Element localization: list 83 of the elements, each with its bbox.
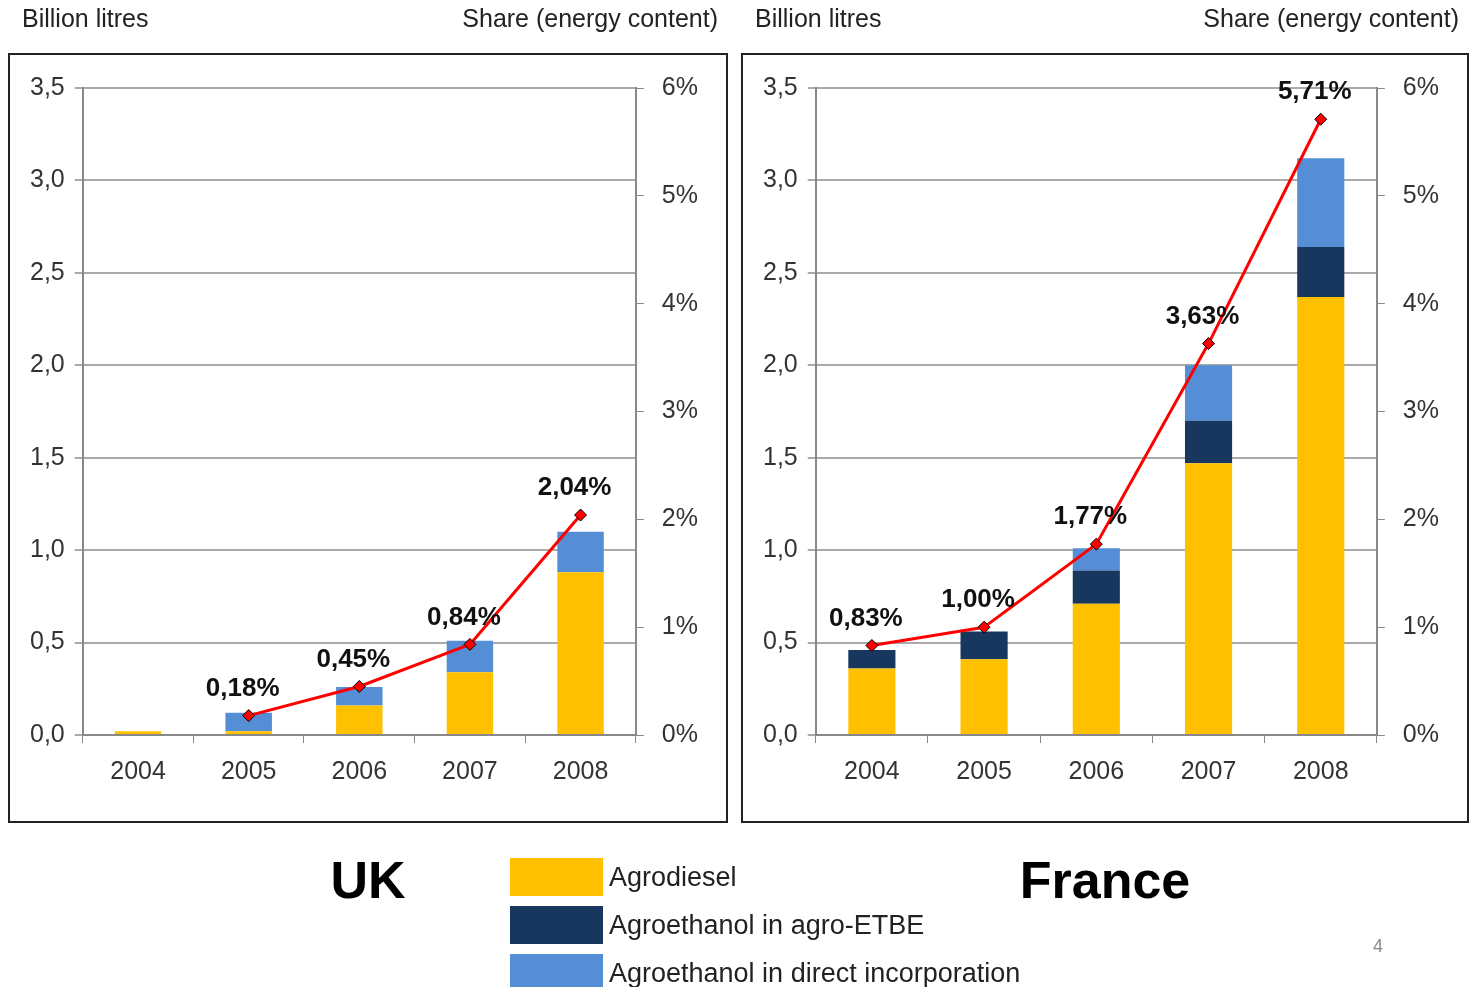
y2-tick-label: 5% — [661, 179, 699, 208]
y2-tick-label: 6% — [1402, 71, 1440, 100]
x-tick-label: 2005 — [956, 755, 1012, 784]
bar — [1184, 365, 1233, 421]
bar — [1297, 246, 1345, 297]
y2-tick-label: 6% — [661, 71, 699, 100]
y2-tick-label: 4% — [661, 287, 699, 316]
bar — [446, 672, 494, 734]
data-label: 0,45% — [316, 642, 391, 673]
bar — [848, 668, 896, 734]
point — [865, 639, 879, 652]
y2-tick-label: 3% — [1402, 395, 1440, 424]
legend-label: Agroethanol in agro-ETBE — [609, 909, 925, 941]
bar — [114, 731, 162, 734]
legend-label: Agroethanol in direct incorporation — [609, 957, 1021, 987]
y2-tick-label: 2% — [1402, 503, 1440, 532]
point — [977, 620, 991, 634]
data-label: 5,71% — [1277, 75, 1352, 106]
y-axis-title: Billion litres — [755, 4, 882, 34]
y-tick-label: 1,0 — [762, 534, 798, 563]
y2-tick-label: 0% — [661, 718, 699, 747]
y-tick-label: 2,0 — [29, 349, 65, 378]
y2-tick-label: 3% — [661, 395, 699, 424]
point — [574, 508, 588, 522]
point — [1089, 537, 1103, 551]
bar — [1297, 296, 1345, 734]
y-tick-label: 2,5 — [29, 256, 65, 285]
x-tick-label: 2008 — [552, 755, 609, 784]
bar — [225, 731, 272, 734]
x-tick-label: 2004 — [844, 755, 900, 784]
y-tick-label: 0,0 — [29, 718, 65, 747]
y-tick-label: 3,0 — [762, 164, 798, 193]
y2-tick-label: 4% — [1402, 287, 1440, 316]
y-tick-label: 0,0 — [762, 718, 798, 747]
bar — [557, 531, 604, 573]
y-tick-label: 3,5 — [29, 71, 65, 100]
y2-tick-label: 2% — [661, 503, 699, 532]
data-label: 0,18% — [205, 671, 280, 702]
bar — [1297, 158, 1345, 247]
data-label: 0,83% — [829, 601, 903, 632]
y2-tick-label: 1% — [661, 611, 699, 640]
text: 4 — [1373, 936, 1384, 957]
x-tick-label: 2006 — [331, 755, 388, 784]
bar — [960, 631, 1008, 660]
bar — [1184, 420, 1233, 464]
y-axis-title: Billion litres — [22, 4, 149, 34]
bar — [1072, 548, 1120, 571]
text: UK — [330, 851, 406, 909]
bar — [336, 705, 383, 734]
x-tick-label: 2007 — [1180, 755, 1237, 784]
point — [1314, 112, 1328, 126]
point — [352, 679, 366, 693]
y2-axis-title: Share (energy content) — [1203, 4, 1459, 34]
y-tick-label: 2,0 — [762, 349, 798, 378]
y-tick-label: 1,5 — [29, 441, 65, 470]
x-tick-label: 2006 — [1068, 755, 1125, 784]
y-tick-label: 3,5 — [762, 71, 798, 100]
bar — [848, 649, 896, 669]
x-tick-label: 2004 — [110, 755, 166, 784]
y-tick-label: 1,5 — [762, 441, 798, 470]
x-tick-label: 2008 — [1292, 755, 1349, 784]
data-label: 1,00% — [941, 583, 1015, 614]
y2-axis-title: Share (energy content) — [462, 4, 718, 34]
y2-tick-label: 0% — [1402, 718, 1440, 747]
point — [1202, 337, 1216, 351]
y-tick-label: 1,0 — [29, 534, 65, 563]
y2-tick-label: 5% — [1402, 179, 1440, 208]
bar — [1072, 570, 1120, 604]
bar — [1072, 603, 1120, 734]
text: France — [1018, 850, 1192, 910]
data-label: 2,04% — [537, 471, 612, 502]
x-tick-label: 2007 — [442, 755, 498, 784]
x-tick-label: 2005 — [220, 755, 277, 784]
y-tick-label: 0,5 — [29, 626, 65, 655]
bar — [960, 659, 1008, 734]
y-tick-label: 3,0 — [29, 164, 65, 193]
bar — [1184, 463, 1233, 734]
y-tick-label: 2,5 — [762, 256, 798, 285]
bar — [557, 572, 604, 734]
y-tick-label: 0,5 — [762, 626, 798, 655]
point — [463, 637, 477, 651]
y2-tick-label: 1% — [1402, 611, 1440, 640]
legend-label: Agrodiesel — [609, 861, 737, 893]
